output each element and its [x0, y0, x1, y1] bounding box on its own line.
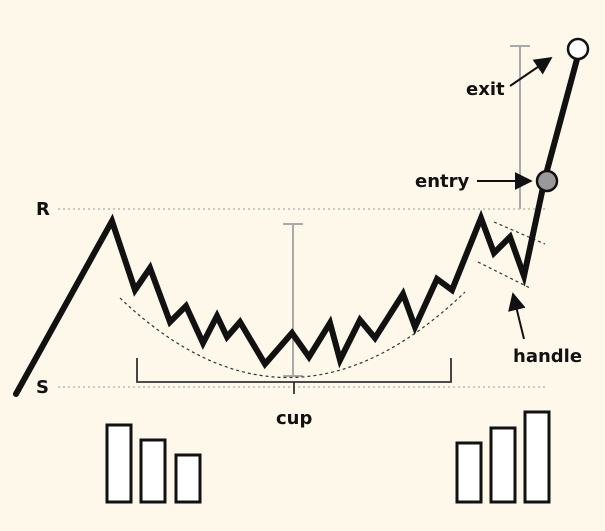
volume-bar-left-2	[139, 438, 167, 504]
cup-curve	[119, 291, 466, 379]
cup-depth-range-bar	[283, 223, 303, 377]
resistance-label: R	[36, 199, 50, 220]
volume-bar-left-1	[105, 423, 133, 504]
cup-label: cup	[276, 408, 312, 429]
cup-bracket	[136, 358, 452, 394]
volume-bar-right-2	[489, 426, 517, 504]
volume-bar-left-3	[174, 453, 202, 504]
exit-label: exit	[466, 79, 505, 100]
entry-label: entry	[415, 171, 470, 192]
exit-marker-icon	[566, 37, 590, 61]
price-line	[13, 45, 583, 397]
handle-channel-lower	[477, 261, 531, 289]
handle-label: handle	[513, 346, 582, 367]
support-label: S	[36, 377, 49, 398]
volume-left-group	[105, 423, 202, 504]
target-range-bar	[510, 45, 530, 209]
entry-marker-icon	[535, 169, 559, 193]
volume-bar-right-3	[523, 410, 551, 504]
exit-arrow	[509, 56, 553, 87]
volume-right-group	[455, 410, 551, 504]
handle-arrow	[508, 292, 526, 340]
volume-bar-right-1	[455, 441, 483, 504]
